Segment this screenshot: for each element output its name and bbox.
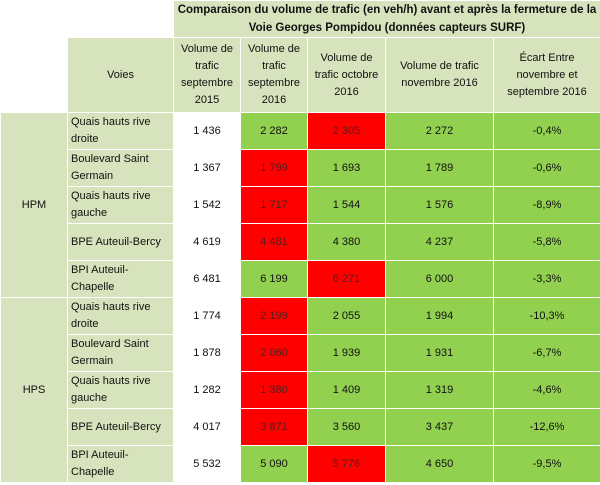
oct2016-cell: 6 271 [307,260,386,298]
group-label: HPM [0,112,68,298]
sep2015-cell: 1 878 [173,334,241,372]
voie-cell: Quais hauts rive droite [67,297,174,335]
group-label: HPS [0,297,68,483]
nov2016-cell: 1 789 [385,149,494,187]
ecart-cell: -0,4% [492,112,600,150]
nov2016-cell: 1 994 [385,297,494,335]
ecart-cell: -3,3% [492,260,600,298]
voie-cell: BPI Auteuil-Chapelle [67,260,174,298]
oct2016-cell: 1 939 [307,334,386,372]
table-row: HPS Quais hauts rive droite 1 774 2 199 2 05… [0,297,600,483]
sep2016-cell: 1 380 [240,371,308,409]
voie-cell: Boulevard Saint Germain [67,149,174,187]
nov2016-cell: 2 272 [385,112,494,150]
sep2016-cell: 5 090 [240,445,308,483]
table-row: HPM Quais hauts rive droite 1 436 2 282 2 30… [0,112,600,298]
voie-cell: Boulevard Saint Germain [67,334,174,372]
sep2015-cell: 1 282 [173,371,241,409]
sep2016-cell: 2 282 [240,112,308,150]
voie-cell: Quais hauts rive gauche [67,371,174,409]
table-row: Boulevard Saint Germain 1 878 2 060 1 939 1 … [1,334,600,372]
nov2016-cell: 1 931 [385,334,494,372]
sep2016-cell: 2 199 [240,297,308,335]
ecart-cell: -0,6% [492,149,600,187]
table-row: Boulevard Saint Germain 1 367 1 799 1 693 1 … [1,149,600,187]
table-row: Quais hauts rive gauche 1 542 1 717 1 544 1 … [1,186,600,224]
table-title: Comparaison du volume de trafic (en veh/… [172,0,600,38]
sep2015-cell: 5 532 [173,445,241,483]
nov2016-cell: 4 650 [385,445,494,483]
blank-corner [0,0,174,38]
sep2016-cell: 1 717 [240,186,308,224]
oct2016-cell: 2 305 [307,112,386,150]
table-row: Quais hauts rive gauche 1 282 1 380 1 409 1 … [1,371,600,409]
sep2016-cell: 6 199 [240,260,308,298]
oct2016-cell: 1 544 [307,186,386,224]
blank-group-header [0,37,68,113]
nov2016-cell: 1 576 [385,186,494,224]
voie-cell: Quais hauts rive gauche [67,186,174,224]
ecart-cell: -5,8% [492,223,600,261]
header-sep2015: Volume de trafic septembre 2015 [173,37,241,113]
header-voies: Voies [67,37,174,113]
oct2016-cell: 2 055 [307,297,386,335]
table-row: BPE Auteuil-Bercy 4 017 3 871 3 560 3 437 -12… [1,408,600,446]
table-body: HPM Quais hauts rive droite 1 436 2 282 2 30… [0,112,600,483]
sep2015-cell: 1 436 [173,112,241,150]
nov2016-cell: 4 237 [385,223,494,261]
ecart-cell: -4,6% [492,371,600,409]
ecart-cell: -6,7% [492,334,600,372]
oct2016-cell: 1 693 [307,149,386,187]
nov2016-cell: 3 437 [385,408,494,446]
sep2015-cell: 1 774 [173,297,241,335]
sep2016-cell: 3 871 [240,408,308,446]
voie-cell: BPI Auteuil-Chapelle [67,445,174,483]
oct2016-cell: 5 776 [307,445,386,483]
sep2015-cell: 4 017 [173,408,241,446]
sep2016-cell: 1 799 [240,149,308,187]
header-ecart: Écart Entre novembre et septembre 2016 [492,37,600,113]
oct2016-cell: 4 380 [307,223,386,261]
header-sep2016: Volume de trafic septembre 2016 [240,37,308,113]
table-row: BPI Auteuil-Chapelle 6 481 6 199 6 271 6 000… [1,260,600,298]
ecart-cell: -10,3% [492,297,600,335]
voie-cell: BPE Auteuil-Bercy [67,223,174,261]
header-oct2016: Volume de trafic octobre 2016 [307,37,386,113]
oct2016-cell: 1 409 [307,371,386,409]
sep2015-cell: 1 367 [173,149,241,187]
sep2016-cell: 4 481 [240,223,308,261]
ecart-cell: -8,9% [492,186,600,224]
voie-cell: Quais hauts rive droite [67,112,174,150]
voie-cell: BPE Auteuil-Bercy [67,408,174,446]
oct2016-cell: 3 560 [307,408,386,446]
ecart-cell: -12,6% [492,408,600,446]
sep2015-cell: 4 619 [173,223,241,261]
sep2015-cell: 1 542 [173,186,241,224]
sep2015-cell: 6 481 [173,260,241,298]
table-row: BPI Auteuil-Chapelle 5 532 5 090 5 776 4 650… [1,445,600,483]
sep2016-cell: 2 060 [240,334,308,372]
nov2016-cell: 6 000 [385,260,494,298]
table-row: BPE Auteuil-Bercy 4 619 4 481 4 380 4 237 -5,… [1,223,600,261]
nov2016-cell: 1 319 [385,371,494,409]
header-nov2016: Volume de trafic novembre 2016 [385,37,494,113]
ecart-cell: -9,5% [492,445,600,483]
